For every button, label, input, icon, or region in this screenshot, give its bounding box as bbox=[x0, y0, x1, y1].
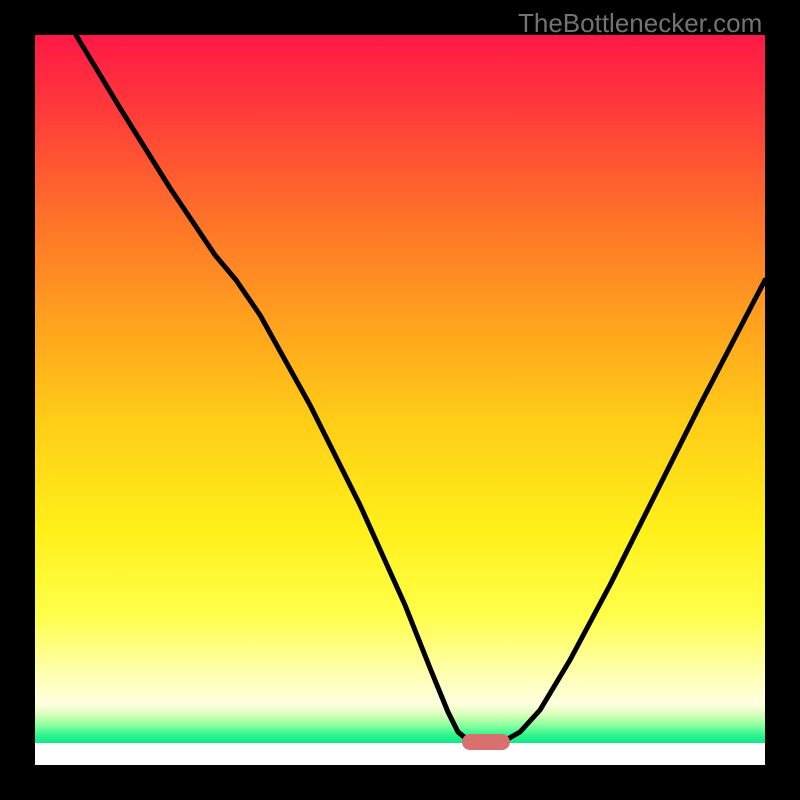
watermark-text: TheBottlenecker.com bbox=[518, 8, 762, 39]
gradient-area bbox=[35, 35, 765, 743]
optimal-point-marker bbox=[462, 734, 510, 750]
chart-container: TheBottlenecker.com bbox=[0, 0, 800, 800]
